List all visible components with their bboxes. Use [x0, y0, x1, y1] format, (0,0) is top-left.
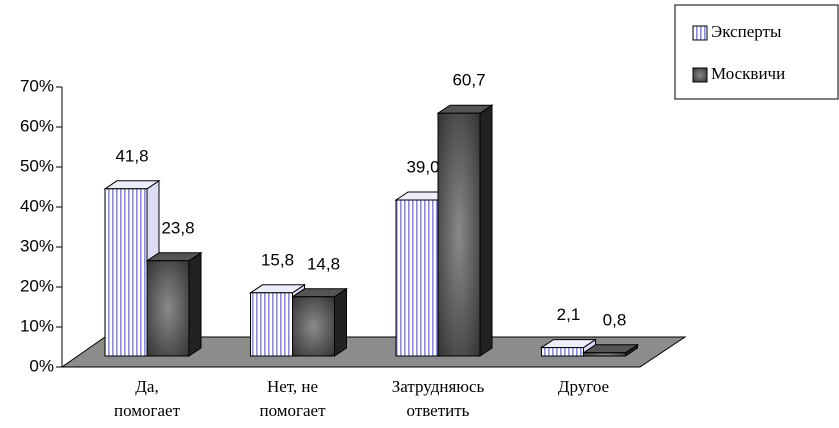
x-tick-label: помогает — [114, 401, 181, 420]
x-tick-label: Другое — [558, 377, 609, 396]
bar — [581, 343, 640, 357]
data-label: 23,8 — [161, 218, 194, 237]
legend-swatch — [692, 67, 708, 83]
y-tick-label: 50% — [20, 156, 54, 175]
y-tick-label: 60% — [20, 116, 54, 135]
y-tick-label: 40% — [20, 196, 54, 215]
bar-side — [479, 104, 493, 357]
data-label: 2,1 — [557, 305, 581, 324]
data-label: 39,0 — [406, 157, 439, 176]
data-label: 15,8 — [261, 250, 294, 269]
bar-front — [146, 260, 190, 357]
data-label: 14,8 — [307, 254, 340, 273]
bar-front — [250, 292, 293, 357]
data-label: 0,8 — [603, 310, 627, 329]
y-tick-label: 10% — [20, 316, 54, 335]
legend-swatch — [692, 25, 708, 41]
y-tick-label: 30% — [20, 236, 54, 255]
legend — [674, 4, 839, 100]
bar — [145, 251, 203, 357]
x-tick-label: помогает — [259, 401, 326, 420]
bar-front — [104, 188, 148, 357]
bar-side — [188, 251, 202, 357]
y-tick-label: 20% — [20, 276, 54, 295]
x-tick-label: Нет, не — [267, 377, 318, 396]
bar — [290, 287, 349, 357]
floor — [60, 336, 687, 368]
data-label: 41,8 — [115, 146, 148, 165]
legend-label: Эксперты — [711, 22, 782, 41]
bar-side — [334, 287, 347, 357]
bar-front — [583, 352, 626, 357]
y-tick-label: 70% — [20, 76, 54, 95]
x-tick-label: Затрудняюсь — [392, 377, 485, 396]
bar-front — [437, 112, 481, 357]
legend-label: Москвичи — [711, 64, 785, 83]
x-tick-label: Да, — [135, 377, 158, 396]
bar-front — [292, 296, 335, 357]
y-tick-label: 0% — [29, 356, 54, 375]
bar — [436, 104, 494, 357]
x-tick-label: ответить — [407, 401, 470, 420]
data-label: 60,7 — [452, 71, 485, 90]
bar-front — [541, 347, 584, 357]
bar-front — [395, 199, 439, 357]
